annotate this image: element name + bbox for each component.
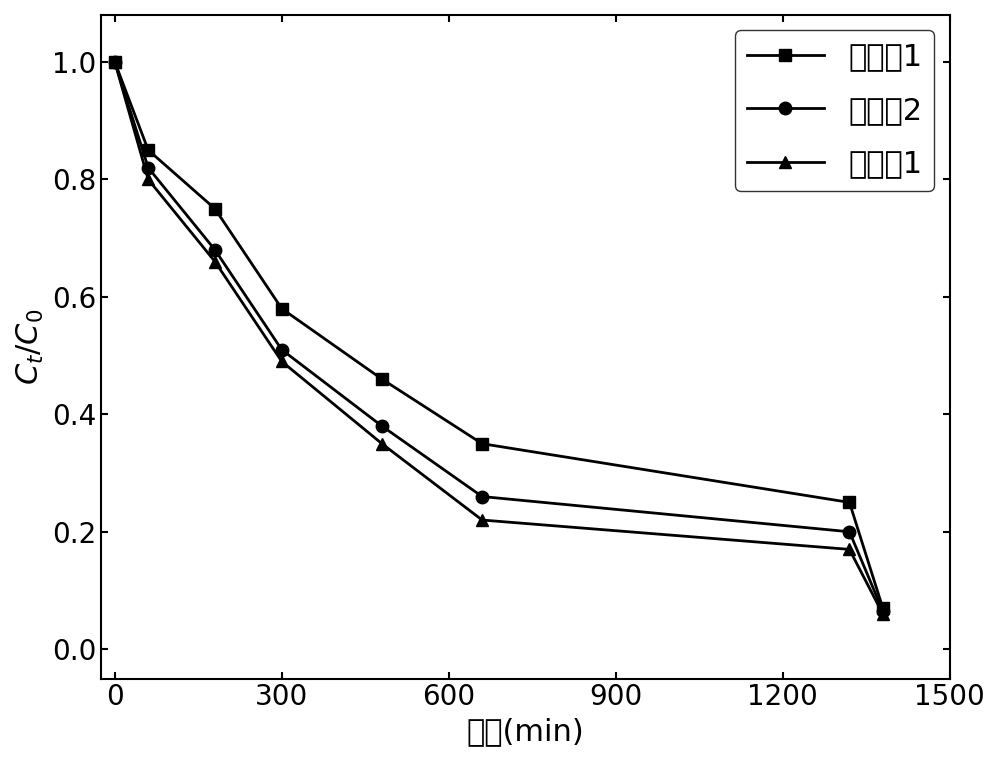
对比例2 [476,492,488,501]
对比例1 [276,304,288,314]
实施例1 [109,57,121,66]
实施例1 [209,257,221,266]
对比例2 [843,527,855,537]
实施例1 [276,357,288,366]
实施例1 [376,439,388,448]
对比例1 [376,374,388,384]
实施例1 [877,610,889,619]
对比例2 [209,245,221,254]
对比例1 [109,57,121,66]
对比例2 [376,422,388,431]
Y-axis label: $C_t/C_0$: $C_t/C_0$ [15,309,46,385]
对比例1 [843,498,855,507]
对比例1 [209,204,221,213]
Line: 实施例1: 实施例1 [109,56,889,620]
对比例1 [142,145,154,154]
实施例1 [476,515,488,524]
Line: 对比例2: 对比例2 [109,56,889,617]
Legend: 对比例1, 对比例2, 实施例1: 对比例1, 对比例2, 实施例1 [735,30,934,190]
实施例1 [843,545,855,554]
Line: 对比例1: 对比例1 [109,56,889,614]
对比例2 [109,57,121,66]
对比例2 [142,163,154,172]
X-axis label: 时间(min): 时间(min) [466,717,584,746]
实施例1 [142,175,154,184]
对比例1 [476,439,488,448]
对比例2 [276,345,288,355]
对比例2 [877,607,889,616]
对比例1 [877,603,889,613]
